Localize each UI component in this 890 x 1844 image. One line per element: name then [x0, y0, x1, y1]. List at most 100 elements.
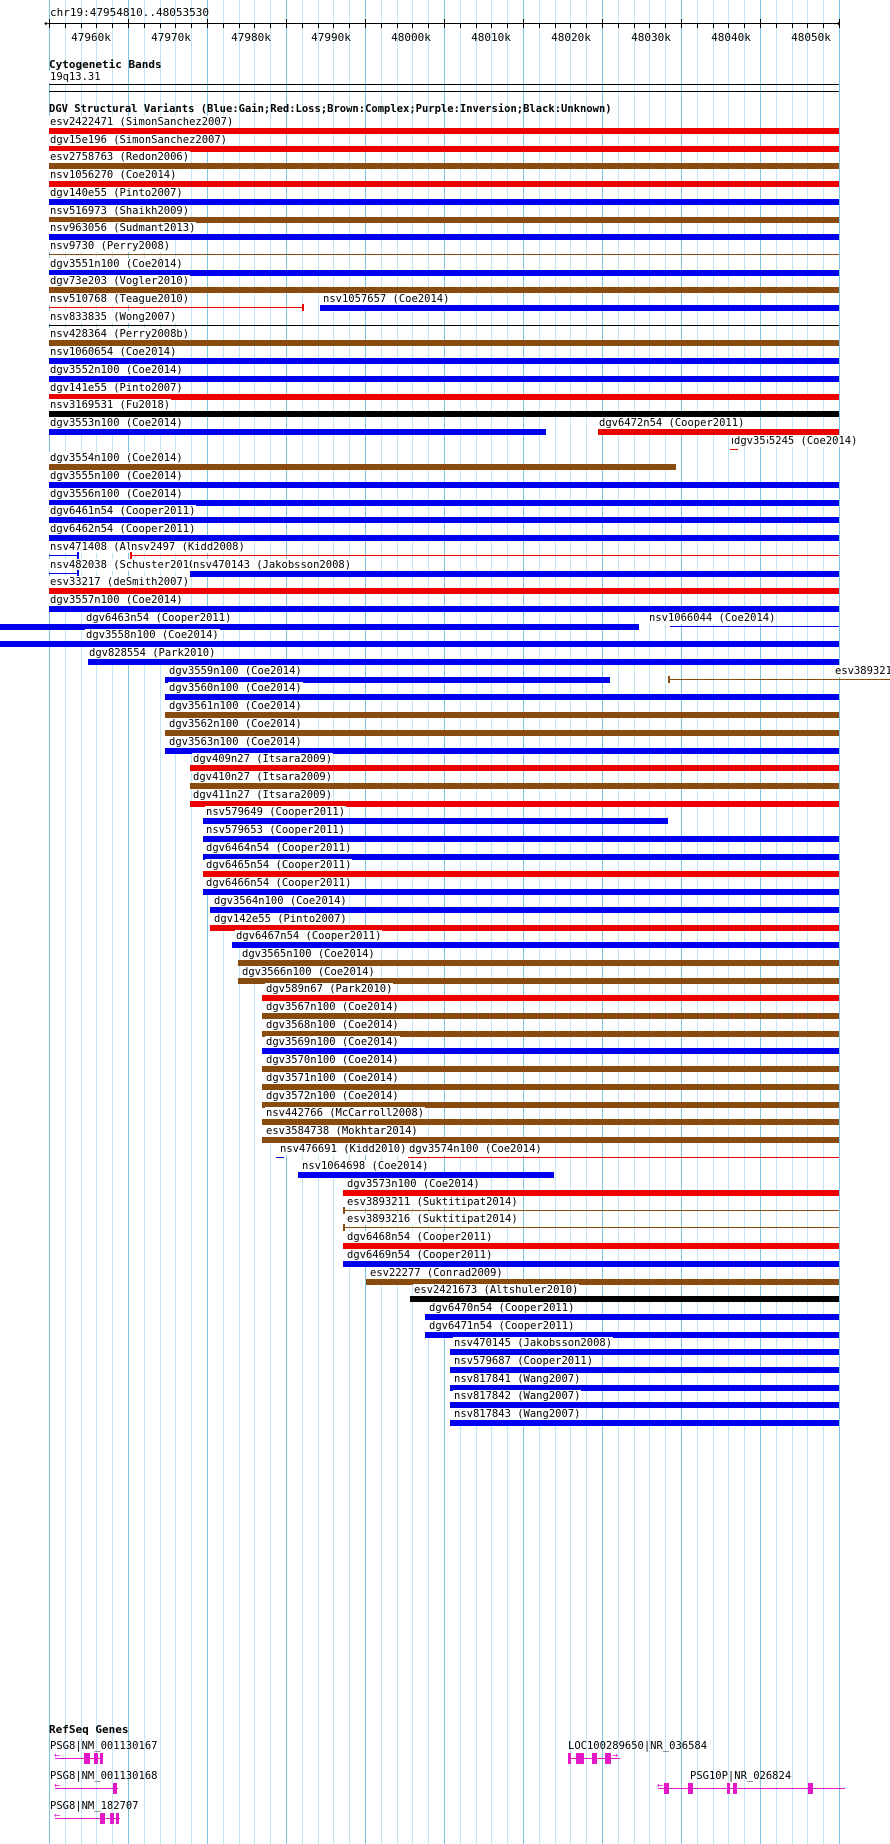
- variant-label[interactable]: dgv6465n54 (Cooper2011): [205, 859, 353, 871]
- variant-label[interactable]: esv3893214 (Suktitipat2014): [834, 665, 890, 677]
- variant-label[interactable]: esv2422471 (SimonSanchez2007): [49, 116, 235, 128]
- variant-bar[interactable]: [210, 907, 839, 913]
- variant-label[interactable]: dgv828554 (Park2010): [88, 647, 217, 659]
- variant-label[interactable]: dgv142e55 (Pinto2007): [213, 913, 348, 925]
- variant-bar[interactable]: [49, 254, 839, 255]
- variant-label[interactable]: esv3584738 (Mokhtar2014): [265, 1125, 419, 1137]
- gene-exon[interactable]: [592, 1753, 597, 1764]
- variant-label[interactable]: nsv1056270 (Coe2014): [49, 169, 178, 181]
- variant-label[interactable]: nsv1064698 (Coe2014): [301, 1160, 430, 1172]
- variant-bar[interactable]: [49, 270, 839, 276]
- variant-bar[interactable]: [49, 217, 839, 223]
- variant-bar[interactable]: [190, 783, 839, 789]
- gene-exon[interactable]: [808, 1783, 813, 1794]
- variant-bar[interactable]: [49, 287, 839, 293]
- variant-bar[interactable]: [343, 1190, 839, 1196]
- variant-bar[interactable]: [49, 535, 839, 541]
- variant-bar[interactable]: [668, 679, 890, 680]
- variant-label[interactable]: dgv140e55 (Pinto2007): [49, 187, 184, 199]
- variant-bar[interactable]: [49, 307, 304, 308]
- variant-label[interactable]: dgv3560n100 (Coe2014): [168, 682, 303, 694]
- variant-label[interactable]: nsv442766 (McCarroll2008): [265, 1107, 426, 1119]
- variant-label[interactable]: dgv6463n54 (Cooper2011): [85, 612, 233, 624]
- variant-label[interactable]: dgv6472n54 (Cooper2011): [598, 417, 746, 429]
- variant-label[interactable]: nsv9730 (Perry2008): [49, 240, 172, 252]
- variant-bar[interactable]: [165, 748, 839, 754]
- variant-bar[interactable]: [0, 624, 639, 630]
- gene-exon[interactable]: [733, 1783, 737, 1794]
- variant-bar[interactable]: [320, 305, 839, 311]
- variant-bar[interactable]: [88, 659, 839, 665]
- variant-bar[interactable]: [730, 449, 738, 450]
- gene-exon[interactable]: [113, 1783, 117, 1794]
- variant-bar[interactable]: [49, 588, 839, 594]
- gene-label[interactable]: PSG8|NM_182707: [50, 1800, 139, 1812]
- variant-bar[interactable]: [203, 818, 668, 824]
- variant-bar[interactable]: [343, 1210, 839, 1211]
- variant-bar[interactable]: [203, 889, 839, 895]
- variant-label[interactable]: nsv516973 (Shaikh2009): [49, 205, 191, 217]
- variant-bar[interactable]: [49, 181, 839, 187]
- variant-bar[interactable]: [49, 606, 839, 612]
- variant-label[interactable]: nsv470143 (Jakobsson2008): [192, 559, 353, 571]
- variant-label[interactable]: dgv6470n54 (Cooper2011): [428, 1302, 576, 1314]
- variant-label[interactable]: dgv3568n100 (Coe2014): [265, 1019, 400, 1031]
- variant-bar[interactable]: [425, 1314, 839, 1320]
- variant-bar[interactable]: [298, 1172, 554, 1178]
- gene-exon[interactable]: [664, 1783, 669, 1794]
- variant-bar[interactable]: [343, 1243, 839, 1249]
- variant-label[interactable]: dgv411n27 (Itsara2009): [192, 789, 334, 801]
- variant-label[interactable]: dgv15e196 (SimonSanchez2007): [49, 134, 229, 146]
- variant-label[interactable]: dgv3574n100 (Coe2014): [408, 1143, 543, 1155]
- variant-bar[interactable]: [276, 1157, 284, 1158]
- variant-label[interactable]: esv3893211 (Suktitipat2014): [346, 1196, 519, 1208]
- gene-label[interactable]: PSG8|NM_001130168: [50, 1770, 158, 1782]
- variant-bar[interactable]: [366, 1279, 839, 1285]
- variant-label[interactable]: dgv6464n54 (Cooper2011): [205, 842, 353, 854]
- gene-exon[interactable]: [100, 1753, 103, 1764]
- variant-label[interactable]: dgv3561n100 (Coe2014): [168, 700, 303, 712]
- variant-label[interactable]: dgv3570n100 (Coe2014): [265, 1054, 400, 1066]
- variant-label[interactable]: dgv3559n100 (Coe2014): [168, 665, 303, 677]
- gene-label[interactable]: LOC100289650|NR_036584: [568, 1740, 708, 1752]
- variant-label[interactable]: dgv6471n54 (Cooper2011): [428, 1320, 576, 1332]
- variant-bar[interactable]: [49, 199, 839, 205]
- variant-label[interactable]: dgv73e203 (Vogler2010): [49, 275, 191, 287]
- variant-label[interactable]: nsv3169531 (Fu2018): [49, 399, 172, 411]
- variant-label[interactable]: dgv3558n100 (Coe2014): [85, 629, 220, 641]
- variant-label[interactable]: dgv3551n100 (Coe2014): [49, 258, 184, 270]
- variant-bar[interactable]: [0, 641, 839, 647]
- variant-bar[interactable]: [262, 1102, 839, 1108]
- variant-label[interactable]: nsv482038 (Schuster2010): [49, 559, 203, 571]
- variant-label[interactable]: esv33217 (deSmith2007): [49, 576, 191, 588]
- gene-exon[interactable]: [94, 1753, 98, 1764]
- variant-bar[interactable]: [408, 1157, 839, 1158]
- variant-label[interactable]: dgv3555n100 (Coe2014): [49, 470, 184, 482]
- variant-bar[interactable]: [425, 1332, 839, 1338]
- variant-bar[interactable]: [49, 517, 839, 523]
- variant-bar[interactable]: [190, 801, 839, 807]
- variant-bar[interactable]: [203, 836, 839, 842]
- variant-bar[interactable]: [49, 376, 839, 382]
- variant-bar[interactable]: [49, 464, 676, 470]
- variant-label[interactable]: dgv3571n100 (Coe2014): [265, 1072, 400, 1084]
- variant-label[interactable]: dgv3567n100 (Coe2014): [265, 1001, 400, 1013]
- variant-label[interactable]: nsv470145 (Jakobsson2008): [453, 1337, 614, 1349]
- variant-label[interactable]: nsv1057657 (Coe2014): [322, 293, 451, 305]
- variant-label[interactable]: dgv35: [733, 435, 767, 447]
- variant-label[interactable]: nsv579687 (Cooper2011): [453, 1355, 595, 1367]
- variant-label[interactable]: nsv2497 (Kidd2008): [130, 541, 246, 553]
- variant-bar[interactable]: [203, 854, 839, 860]
- variant-bar[interactable]: [598, 429, 839, 435]
- variant-bar[interactable]: [49, 325, 839, 326]
- variant-label[interactable]: nsv1060654 (Coe2014): [49, 346, 178, 358]
- variant-label[interactable]: nsv476691 (Kidd2010): [279, 1143, 408, 1155]
- variant-bar[interactable]: [49, 411, 839, 417]
- variant-bar[interactable]: [450, 1367, 839, 1373]
- variant-label[interactable]: dgv3552n100 (Coe2014): [49, 364, 184, 376]
- variant-bar[interactable]: [410, 1296, 839, 1302]
- variant-bar[interactable]: [49, 573, 79, 574]
- variant-bar[interactable]: [190, 765, 839, 771]
- variant-label[interactable]: dgv3572n100 (Coe2014): [265, 1090, 400, 1102]
- variant-bar[interactable]: [49, 394, 839, 400]
